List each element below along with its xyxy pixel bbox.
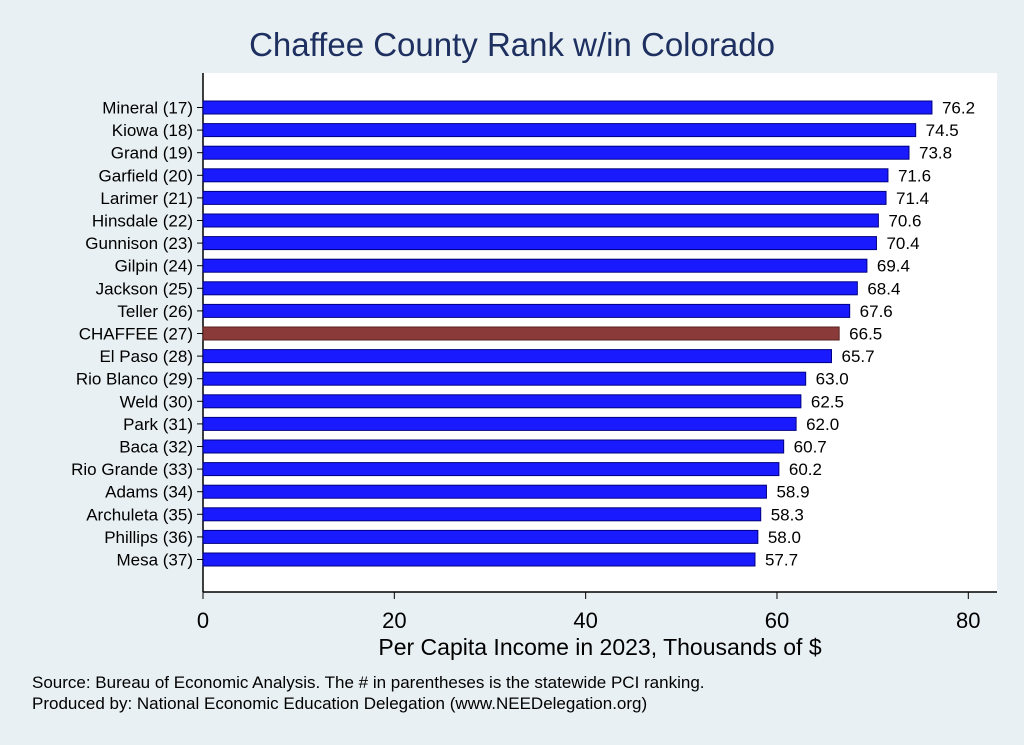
category-label: Rio Grande (33) [71, 460, 193, 479]
value-label: 60.2 [789, 460, 822, 479]
value-label: 70.6 [888, 212, 921, 231]
category-label: Garfield (20) [99, 166, 193, 185]
x-tick-label: 0 [197, 608, 209, 633]
category-label: Rio Blanco (29) [76, 370, 193, 389]
bar [202, 281, 858, 296]
bar [202, 552, 756, 567]
category-label: El Paso (28) [99, 347, 193, 366]
x-tick-label: 20 [382, 608, 406, 633]
x-ticks-group: 0 20 40 60 80 [197, 592, 981, 633]
value-label: 67.6 [860, 302, 893, 321]
value-label: 62.0 [806, 415, 839, 434]
category-label: Mesa (37) [116, 551, 193, 570]
value-label: 70.4 [886, 234, 919, 253]
value-label: 71.6 [898, 166, 931, 185]
bar [202, 303, 851, 318]
value-label: 65.7 [842, 347, 875, 366]
category-label: Baca (32) [119, 438, 193, 457]
bar [202, 258, 868, 273]
source-note: Source: Bureau of Economic Analysis. The… [32, 673, 705, 692]
value-label: 68.4 [867, 279, 900, 298]
bar [202, 236, 877, 251]
bar [202, 416, 797, 431]
value-label: 58.9 [776, 483, 809, 502]
value-label: 58.3 [771, 505, 804, 524]
producer-note: Produced by: National Economic Education… [32, 694, 648, 713]
bar [202, 529, 759, 544]
category-label: Jackson (25) [96, 279, 193, 298]
category-label: Archuleta (35) [86, 505, 193, 524]
category-label: Park (31) [123, 415, 193, 434]
x-tick-label: 40 [573, 608, 597, 633]
category-label: Mineral (17) [102, 99, 193, 118]
bar [202, 439, 785, 454]
bar [202, 123, 917, 138]
value-label: 58.0 [768, 528, 801, 547]
value-label: 60.7 [794, 438, 827, 457]
x-tick-label: 80 [956, 608, 980, 633]
bar [202, 190, 887, 205]
value-label: 62.5 [811, 392, 844, 411]
bar [202, 100, 933, 115]
value-label: 63.0 [816, 370, 849, 389]
category-label: Weld (30) [120, 392, 193, 411]
bar [202, 394, 802, 409]
category-label: Adams (34) [105, 483, 193, 502]
value-label: 73.8 [919, 144, 952, 163]
value-label: 57.7 [765, 551, 798, 570]
category-label: Kiowa (18) [112, 121, 193, 140]
category-label: Larimer (21) [100, 189, 193, 208]
bar [202, 213, 879, 228]
value-label: 76.2 [942, 99, 975, 118]
bar [202, 371, 807, 386]
category-label: Teller (26) [117, 302, 193, 321]
bar [202, 349, 833, 364]
bar [202, 507, 762, 522]
value-label: 74.5 [926, 121, 959, 140]
bar [202, 326, 840, 341]
category-label: Gunnison (23) [85, 234, 193, 253]
bars-group: Mineral (17) 76.2 Kiowa (18) 74.5 Grand (19)… [71, 99, 975, 570]
bar [202, 462, 780, 477]
value-label: 69.4 [877, 257, 910, 276]
footnote: Source: Bureau of Economic Analysis. The… [32, 672, 705, 714]
bar [202, 484, 767, 499]
x-axis-label: Per Capita Income in 2023, Thousands of … [378, 634, 822, 660]
value-label: 71.4 [896, 189, 929, 208]
category-label: Phillips (36) [104, 528, 193, 547]
category-label: Grand (19) [111, 144, 193, 163]
category-label: Hinsdale (22) [92, 212, 193, 231]
chart-title: Chaffee County Rank w/in Colorado [249, 26, 775, 63]
value-label: 66.5 [849, 325, 882, 344]
category-label: CHAFFEE (27) [79, 325, 193, 344]
bar [202, 145, 910, 160]
category-label: Gilpin (24) [115, 257, 193, 276]
x-tick-label: 60 [765, 608, 789, 633]
bar [202, 168, 889, 183]
